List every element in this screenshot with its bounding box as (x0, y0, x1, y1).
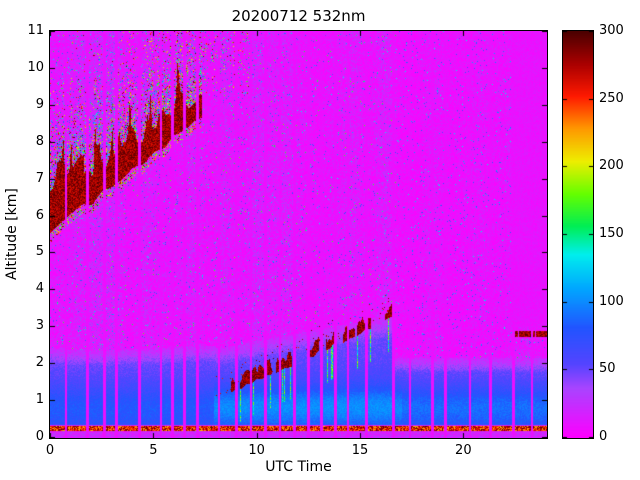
colorbar-tick-label: 50 (599, 361, 616, 377)
x-tick-label: 5 (149, 443, 158, 458)
plot-title: 20200712 532nm (231, 7, 366, 25)
y-tick-label: 3 (35, 318, 44, 334)
y-tick-label: 11 (27, 23, 44, 38)
x-tick-label: 20 (455, 443, 472, 458)
y-axis-label: Altitude [km] (4, 188, 20, 281)
y-tick-label: 8 (35, 133, 44, 149)
y-tick-label: 1 (35, 392, 44, 408)
colorbar-tick-label: 300 (599, 23, 624, 38)
y-tick-label: 0 (35, 429, 44, 444)
colorbar-tick-label: 200 (599, 158, 624, 174)
x-tick-label: 0 (45, 443, 55, 458)
lidar-heatmap (49, 30, 548, 439)
colorbar-tick-label: 100 (599, 293, 624, 309)
y-tick-label: 2 (35, 355, 44, 371)
colorbar-tick-label: 250 (599, 90, 624, 106)
x-tick-label: 15 (351, 443, 369, 458)
y-tick-label: 6 (35, 207, 44, 223)
x-tick-label: 10 (248, 443, 265, 458)
y-tick-label: 5 (35, 244, 44, 260)
colorbar-tick-label: 150 (599, 226, 624, 241)
y-tick-label: 10 (27, 59, 44, 75)
y-tick-label: 9 (35, 96, 44, 112)
x-axis-label: UTC Time (265, 459, 332, 475)
y-tick-label: 4 (35, 281, 44, 297)
y-tick-label: 7 (35, 170, 44, 186)
colorbar-tick-label: 0 (599, 429, 608, 444)
colorbar (562, 30, 594, 439)
